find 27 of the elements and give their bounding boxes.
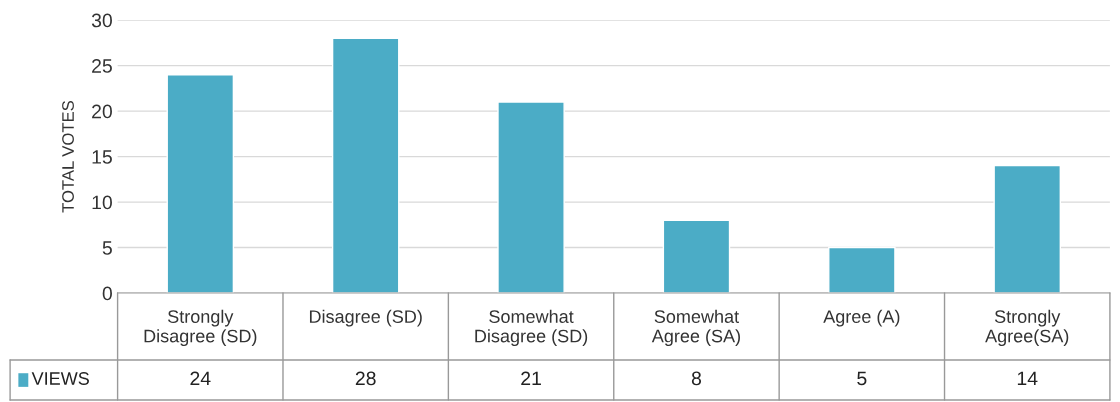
data-label: 24 (190, 371, 211, 386)
bar (662, 219, 731, 294)
bar (497, 101, 565, 294)
data-label: 28 (355, 371, 376, 386)
data-label: 14 (1017, 371, 1038, 386)
x-tick-label: Disagree (SD) (309, 309, 422, 327)
y-tick-label: 20 (92, 104, 112, 119)
x-tick-label: Somewhat Agree (SA) (651, 309, 740, 346)
x-tick-label: Agree (A) (823, 309, 900, 327)
bar (166, 73, 235, 294)
y-tick-label: 10 (92, 195, 112, 210)
x-tick-label: Strongly Disagree (SD) (144, 309, 257, 346)
y-tick-label: 5 (102, 241, 112, 255)
y-tick-label: 15 (92, 150, 112, 164)
data-label: 21 (521, 371, 541, 386)
bar (993, 164, 1061, 294)
bar (331, 37, 400, 294)
data-label: 8 (691, 371, 702, 386)
x-tick-label: Strongly Agree(SA) (985, 309, 1069, 346)
y-tick-label: 0 (102, 286, 112, 301)
y-axis-title: TOTAL VOTES (62, 101, 74, 213)
data-label: 5 (857, 371, 867, 386)
x-tick-label: Somewhat Disagree (SD) (475, 309, 588, 346)
y-tick-label: 25 (92, 59, 112, 73)
legend-label: VIEWS (31, 372, 89, 385)
bar (828, 246, 896, 294)
y-tick-label: 30 (91, 13, 112, 28)
